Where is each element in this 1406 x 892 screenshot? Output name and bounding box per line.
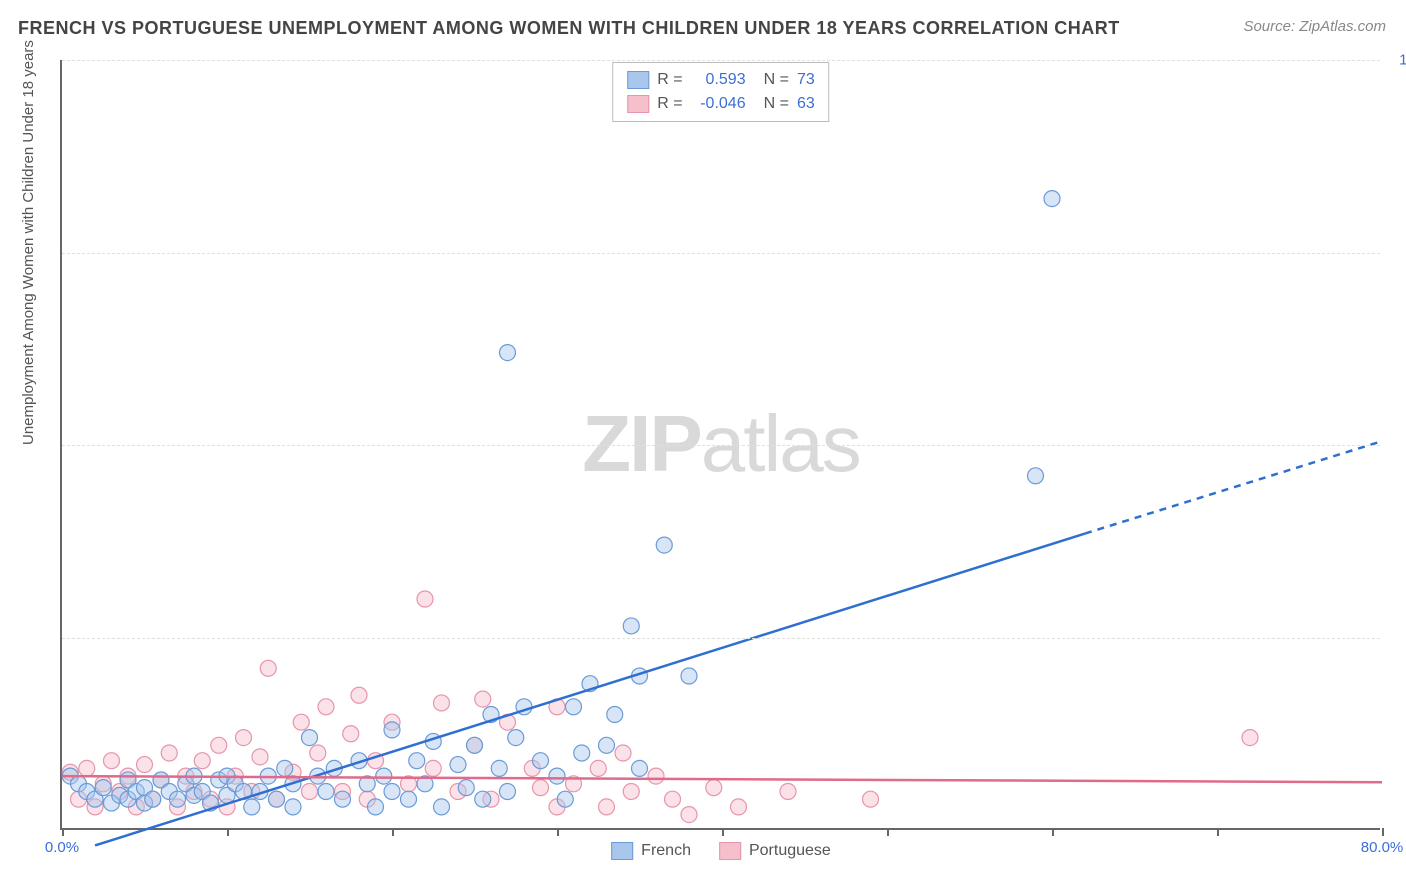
french-point (302, 730, 318, 746)
french-swatch-icon (611, 842, 633, 860)
french-point (409, 753, 425, 769)
portuguese-point (194, 753, 210, 769)
french-point (170, 791, 186, 807)
french-point (368, 799, 384, 815)
portuguese-point (252, 749, 268, 765)
scatter-svg (62, 60, 1380, 828)
portuguese-point (79, 760, 95, 776)
french-point (500, 345, 516, 361)
french-point (145, 791, 161, 807)
portuguese-point (623, 784, 639, 800)
portuguese-point (161, 745, 177, 761)
portuguese-point (293, 714, 309, 730)
x-tick-label: 80.0% (1361, 839, 1404, 856)
french-regression-line (95, 534, 1085, 846)
french-point (450, 757, 466, 773)
french-point (491, 760, 507, 776)
french-point (566, 699, 582, 715)
x-tick (62, 828, 64, 836)
plot-area: ZIPatlas R = 0.593 N = 73 R = -0.046 N =… (60, 60, 1380, 830)
portuguese-point (681, 807, 697, 823)
portuguese-swatch-icon (719, 842, 741, 860)
portuguese-point (1242, 730, 1258, 746)
french-regression-extrapolation (1085, 441, 1382, 533)
portuguese-point (648, 768, 664, 784)
portuguese-point (104, 753, 120, 769)
french-point (475, 791, 491, 807)
french-point (508, 730, 524, 746)
french-point (95, 780, 111, 796)
portuguese-point (310, 745, 326, 761)
series-legend-portuguese: Portuguese (719, 842, 831, 860)
portuguese-point (434, 695, 450, 711)
x-tick (227, 828, 229, 836)
x-tick (557, 828, 559, 836)
portuguese-point (780, 784, 796, 800)
french-point (1044, 191, 1060, 207)
french-point (656, 537, 672, 553)
gridline (62, 445, 1380, 446)
gridline (62, 253, 1380, 254)
french-point (244, 799, 260, 815)
series-legend-french: French (611, 842, 691, 860)
french-point (599, 737, 615, 753)
french-point (384, 784, 400, 800)
portuguese-point (615, 745, 631, 761)
french-point (318, 784, 334, 800)
french-point (376, 768, 392, 784)
x-tick (1052, 828, 1054, 836)
french-point (335, 791, 351, 807)
gridline (62, 60, 1380, 61)
y-axis-label: Unemployment Among Women with Children U… (20, 40, 37, 445)
portuguese-point (731, 799, 747, 815)
french-point (285, 799, 301, 815)
french-point (574, 745, 590, 761)
portuguese-point (425, 760, 441, 776)
french-point (401, 791, 417, 807)
x-tick (1217, 828, 1219, 836)
french-point (632, 760, 648, 776)
x-tick (1382, 828, 1384, 836)
portuguese-point (318, 699, 334, 715)
portuguese-point (665, 791, 681, 807)
portuguese-point (599, 799, 615, 815)
gridline (62, 638, 1380, 639)
french-point (434, 799, 450, 815)
french-point (623, 618, 639, 634)
portuguese-point (302, 784, 318, 800)
french-point (467, 737, 483, 753)
french-point (1028, 468, 1044, 484)
french-point (681, 668, 697, 684)
french-point (277, 760, 293, 776)
portuguese-point (260, 660, 276, 676)
portuguese-point (863, 791, 879, 807)
y-tick-label: 100.0% (1399, 52, 1406, 69)
portuguese-point (211, 737, 227, 753)
x-tick (887, 828, 889, 836)
x-tick (722, 828, 724, 836)
french-point (269, 791, 285, 807)
french-point (384, 722, 400, 738)
french-point (458, 780, 474, 796)
x-tick (392, 828, 394, 836)
portuguese-point (236, 730, 252, 746)
portuguese-point (343, 726, 359, 742)
portuguese-point (137, 757, 153, 773)
french-point (500, 784, 516, 800)
french-point (533, 753, 549, 769)
portuguese-point (590, 760, 606, 776)
source-attribution: Source: ZipAtlas.com (1243, 18, 1386, 35)
portuguese-point (351, 687, 367, 703)
portuguese-point (706, 780, 722, 796)
french-point (557, 791, 573, 807)
french-point (607, 707, 623, 723)
portuguese-point (417, 591, 433, 607)
series-legend: French Portuguese (611, 842, 831, 860)
x-tick-label: 0.0% (45, 839, 79, 856)
portuguese-point (475, 691, 491, 707)
chart-title: FRENCH VS PORTUGUESE UNEMPLOYMENT AMONG … (18, 18, 1120, 39)
french-point (549, 768, 565, 784)
portuguese-point (533, 780, 549, 796)
portuguese-regression-line (62, 776, 1382, 782)
